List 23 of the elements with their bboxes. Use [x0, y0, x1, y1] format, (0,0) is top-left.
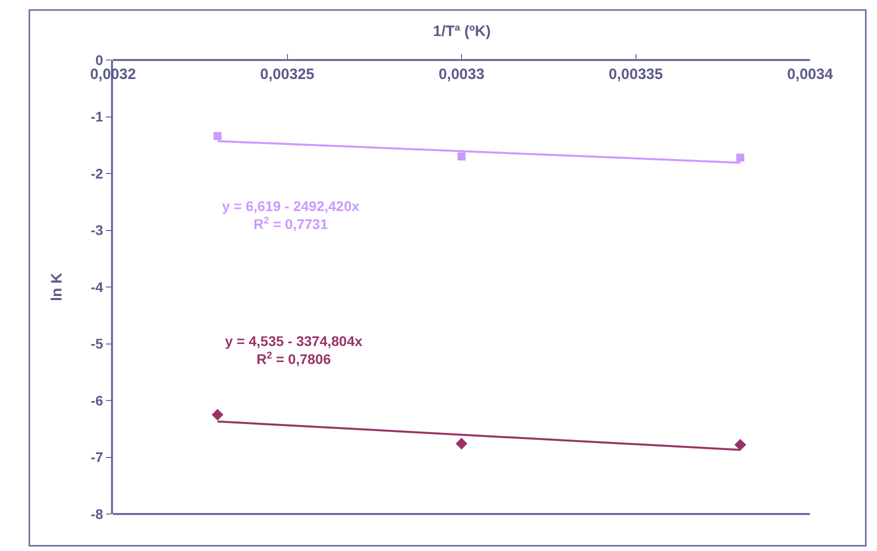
y-tick-label: 0 [95, 52, 104, 68]
y-tick-label: -6 [90, 392, 104, 408]
y-tick-label: -1 [90, 108, 104, 125]
x-tick-label: 0,0033 [438, 66, 484, 83]
point [456, 438, 468, 450]
y-tick-label: -3 [90, 222, 104, 238]
annotation: y = 6,619 - 2492,420x R$^{2}$ = 0,7731 [222, 198, 360, 232]
point [736, 154, 744, 162]
annotation: y = 4,535 - 3374,804x R$^{2}$ = 0,7806 [225, 333, 363, 368]
point [214, 132, 222, 140]
point [458, 152, 466, 160]
y-tick-label: -5 [90, 336, 104, 352]
x-tick-label: 0,0034 [787, 66, 834, 83]
x-tick-label: 0,00325 [260, 66, 314, 83]
x-tick-label: 0,00335 [608, 66, 663, 83]
y-tick-label: -4 [90, 278, 104, 295]
y-tick-label: -2 [90, 165, 104, 182]
x-axis-title: 1/Tª (ºK) [433, 23, 491, 40]
point [734, 438, 746, 451]
y-tick-label: -7 [90, 449, 104, 466]
y-tick-label: -8 [90, 506, 104, 522]
point [212, 408, 224, 421]
y-axis-title: ln K [48, 272, 66, 302]
